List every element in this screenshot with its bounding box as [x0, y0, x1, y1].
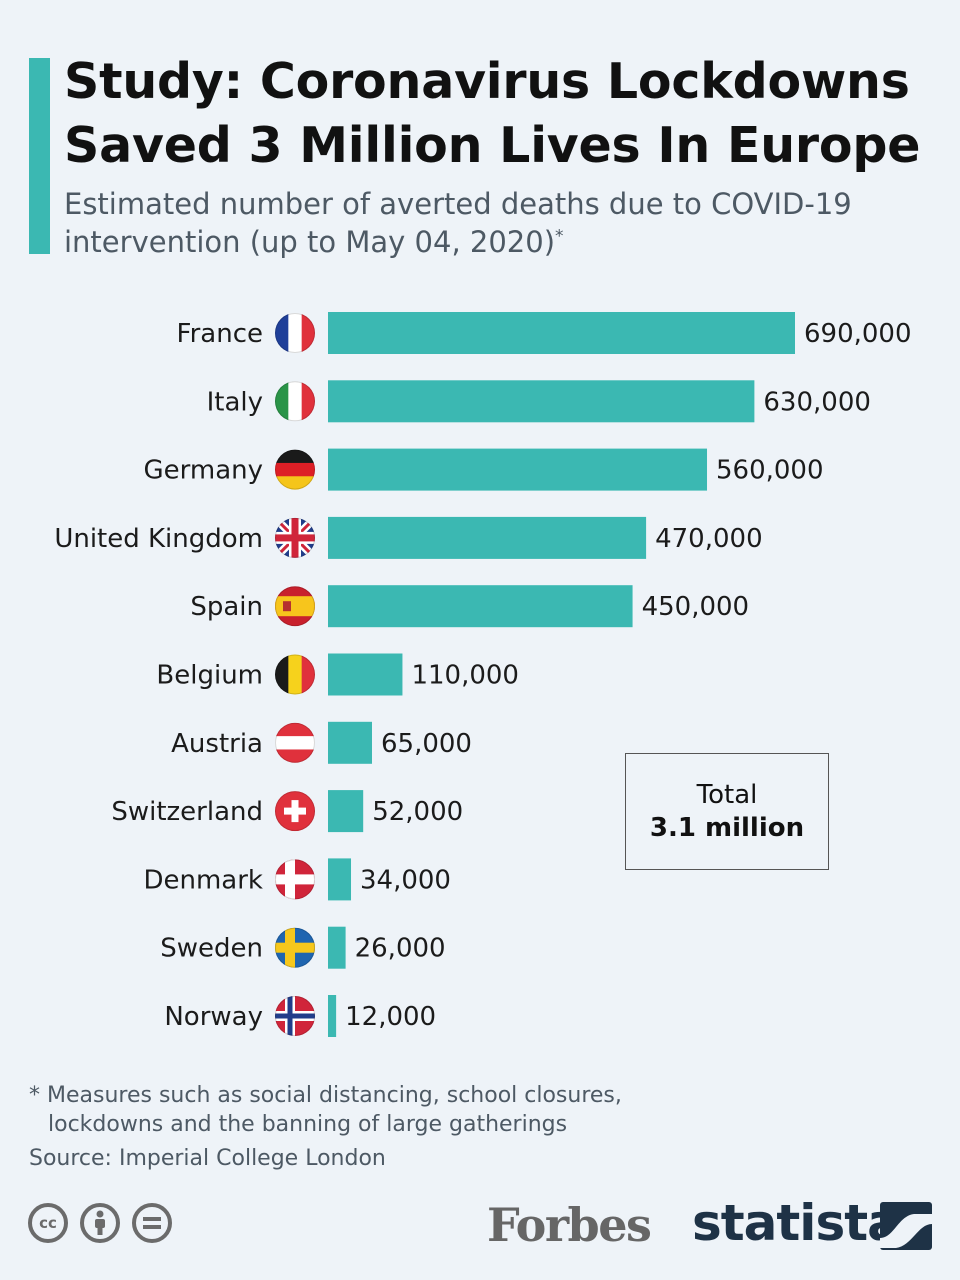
title-line-2: Saved 3 Million Lives In Europe — [64, 117, 921, 174]
value-label: 690,000 — [804, 319, 912, 349]
footnote-line-1: * Measures such as social distancing, sc… — [29, 1083, 622, 1108]
title-line-1: Study: Coronavirus Lockdowns — [64, 53, 910, 110]
sweden-flag-icon — [275, 927, 315, 968]
statista-mark-icon[interactable] — [880, 1202, 932, 1250]
statista-logo[interactable]: statista — [692, 1194, 901, 1252]
belgium-flag-icon — [275, 654, 315, 695]
bar — [328, 721, 372, 764]
value-label: 52,000 — [372, 797, 463, 827]
switzerland-flag-icon — [275, 791, 315, 832]
italy-flag-icon — [275, 381, 315, 422]
value-label: 110,000 — [411, 661, 519, 691]
bar — [328, 448, 708, 491]
bar — [328, 380, 755, 423]
value-label: 630,000 — [763, 387, 871, 417]
bar-chart: France 690,000 Italy 630,000 Germany 560,000 U… — [54, 312, 912, 1037]
category-label: Norway — [164, 1002, 263, 1032]
bar — [328, 312, 795, 354]
value-label: 470,000 — [655, 524, 763, 554]
footnote-line-2: lockdowns and the banning of large gathe… — [48, 1112, 568, 1137]
value-label: 65,000 — [381, 729, 472, 759]
uk-flag-icon — [275, 517, 315, 558]
bar — [328, 516, 647, 559]
category-label: Germany — [143, 456, 263, 486]
value-label: 560,000 — [716, 456, 824, 486]
value-label: 12,000 — [345, 1002, 436, 1032]
license-icons: cc — [28, 1203, 172, 1243]
germany-flag-icon — [275, 449, 315, 490]
bar — [328, 790, 364, 833]
spain-flag-icon — [275, 586, 315, 627]
title-accent-bar — [29, 58, 50, 254]
value-label: 450,000 — [642, 592, 750, 622]
bar — [328, 653, 403, 696]
chart-title: Study: Coronavirus Lockdowns Saved 3 Mil… — [64, 50, 944, 178]
value-label: 26,000 — [355, 934, 446, 964]
category-label: Austria — [171, 729, 263, 759]
bar — [328, 585, 633, 628]
subtitle-line-2: intervention (up to May 04, 2020) — [64, 225, 556, 259]
category-label: Denmark — [143, 865, 263, 895]
bar — [328, 858, 352, 901]
attribution-icon[interactable] — [80, 1203, 120, 1243]
france-flag-icon — [275, 313, 315, 353]
footnote: * Measures such as social distancing, sc… — [29, 1081, 729, 1139]
no-derivatives-icon[interactable] — [132, 1203, 172, 1243]
chart-subtitle: Estimated number of averted deaths due t… — [64, 185, 944, 261]
bar — [328, 926, 346, 969]
category-label: United Kingdom — [54, 524, 263, 554]
austria-flag-icon — [275, 722, 315, 763]
footnote-marker: * — [555, 226, 564, 247]
total-value: 3.1 million — [649, 812, 805, 843]
category-label: Belgium — [156, 661, 263, 691]
denmark-flag-icon — [275, 859, 315, 900]
source-text: Source: Imperial College London — [29, 1146, 386, 1171]
forbes-logo[interactable]: Forbes — [487, 1198, 652, 1252]
category-label: Spain — [190, 592, 263, 622]
total-label: Total — [696, 779, 758, 810]
category-label: Sweden — [160, 934, 263, 964]
norway-flag-icon — [275, 996, 315, 1036]
category-label: Switzerland — [111, 797, 263, 827]
category-label: Italy — [207, 387, 263, 417]
total-box: Total 3.1 million — [625, 753, 829, 870]
subtitle-line-1: Estimated number of averted deaths due t… — [64, 187, 852, 221]
category-label: France — [177, 319, 263, 349]
creative-commons-icon[interactable]: cc — [28, 1203, 68, 1243]
bar — [328, 995, 337, 1037]
value-label: 34,000 — [360, 865, 451, 895]
